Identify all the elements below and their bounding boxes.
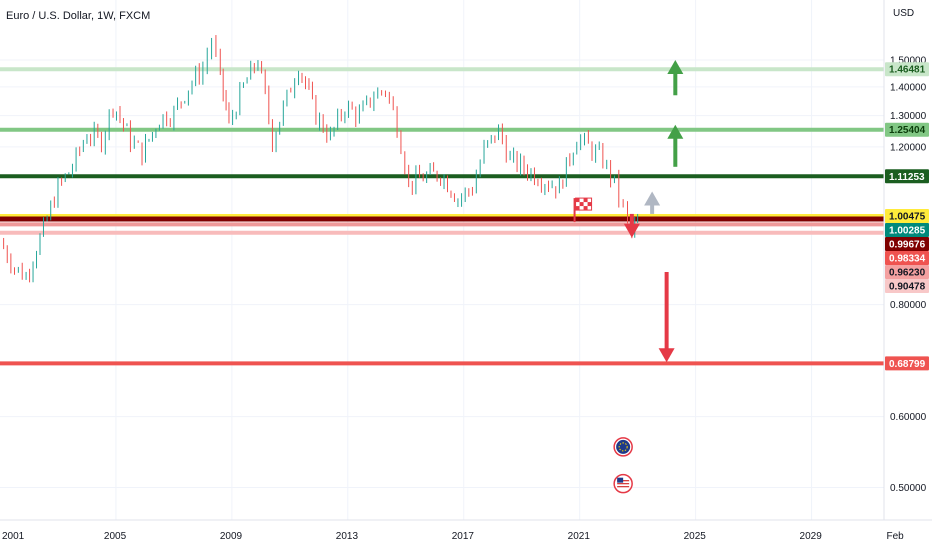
eu-flag-body xyxy=(616,439,631,454)
us-flag-icon xyxy=(613,473,633,494)
price-tag-bg xyxy=(885,122,929,137)
price-tag: 0.99676 xyxy=(885,236,929,251)
price-tag: 1.25404 xyxy=(885,122,929,137)
arrow-down-head xyxy=(658,348,675,363)
price-levels xyxy=(0,67,884,366)
x-tick-label: Feb xyxy=(886,531,904,542)
y-tick-label: 0.80000 xyxy=(890,300,927,311)
x-tick-label: 2005 xyxy=(104,531,127,542)
price-tag-bg xyxy=(885,236,929,251)
price-tag-bg xyxy=(885,208,929,223)
x-tick-label: 2001 xyxy=(2,531,25,542)
price-tag-label: 0.96230 xyxy=(889,267,926,278)
flag-check xyxy=(583,198,588,203)
price-tag-label: 1.46481 xyxy=(889,65,926,76)
price-tag-bg xyxy=(885,356,929,371)
y-tick-label: 1.20000 xyxy=(890,142,927,153)
currency-label: USD xyxy=(893,8,915,19)
price-tag: 1.46481 xyxy=(885,62,929,77)
price-candles xyxy=(3,35,639,283)
arrow-up-head xyxy=(667,59,684,74)
x-tick-label: 2009 xyxy=(220,531,243,542)
price-tag-label: 1.00285 xyxy=(889,225,926,236)
x-tick-label: 2013 xyxy=(336,531,359,542)
x-tick-label: 2029 xyxy=(800,531,823,542)
price-tag-label: 1.11253 xyxy=(889,172,925,183)
flag-check xyxy=(575,198,580,203)
price-tag: 0.96230 xyxy=(885,264,929,279)
price-tag: 1.00285 xyxy=(885,222,929,237)
price-tag-bg xyxy=(885,169,929,184)
price-tag-label: 0.68799 xyxy=(889,359,926,370)
price-tag-bg xyxy=(885,278,929,293)
us-canton xyxy=(617,477,624,483)
price-tag: 0.68799 xyxy=(885,356,929,371)
price-tag-label: 0.99676 xyxy=(889,239,926,250)
price-tag: 1.00475 xyxy=(885,208,929,223)
y-tick-label: 0.50000 xyxy=(890,483,927,494)
annotation-arrows xyxy=(623,59,684,363)
price-tag: 0.98334 xyxy=(885,250,929,265)
price-tag-bg xyxy=(885,222,929,237)
chart-icons xyxy=(573,197,633,494)
price-tag: 0.90478 xyxy=(885,278,929,293)
price-tag-label: 1.00475 xyxy=(889,211,926,222)
price-tag-label: 1.25404 xyxy=(889,125,926,136)
flag-icon xyxy=(573,197,593,223)
flag-check xyxy=(579,202,584,207)
grid xyxy=(0,0,884,520)
y-tick-label: 1.40000 xyxy=(890,82,927,93)
arrow-down-head xyxy=(623,223,640,238)
chart-title: Euro / U.S. Dollar, 1W, FXCM xyxy=(6,10,151,22)
x-tick-label: 2025 xyxy=(684,531,707,542)
eu-flag-icon xyxy=(613,437,633,457)
price-tag-bg xyxy=(885,250,929,265)
flag-check xyxy=(583,206,588,211)
y-tick-label: 1.50000 xyxy=(890,55,927,66)
price-tag-bg xyxy=(885,264,929,279)
x-tick-label: 2021 xyxy=(568,531,591,542)
x-tick-label: 2017 xyxy=(452,531,475,542)
price-tag-bg xyxy=(885,62,929,77)
price-tag: 1.11253 xyxy=(885,169,929,184)
flag-check xyxy=(575,206,580,211)
y-tick-label: 1.30000 xyxy=(890,111,927,122)
price-tag-label: 0.98334 xyxy=(889,253,926,264)
flag-check xyxy=(587,202,592,207)
y-tick-label: 0.60000 xyxy=(890,412,927,423)
price-tags: 1.46481 1.25404 1.11253 1.00475 1.00285 0.996… xyxy=(885,62,929,371)
price-tag-label: 0.90478 xyxy=(889,281,926,292)
arrow-up-head xyxy=(667,124,684,139)
arrow-up-head xyxy=(644,191,661,206)
eu-stars xyxy=(618,442,628,452)
